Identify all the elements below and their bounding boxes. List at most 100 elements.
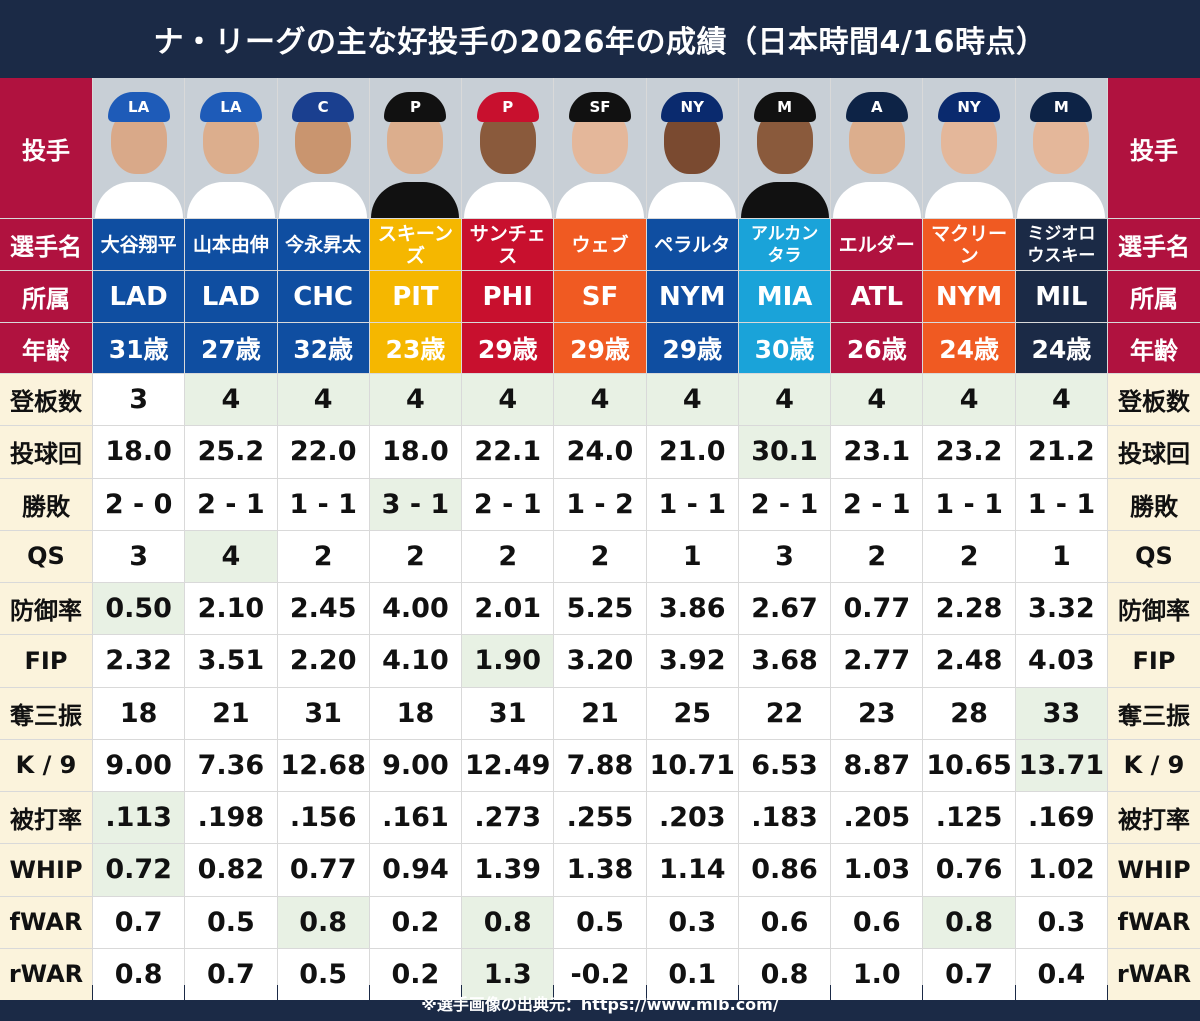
cap-icon: NY bbox=[938, 92, 1001, 122]
stat-value: 23.2 bbox=[923, 426, 1015, 478]
stat-value: 2 bbox=[923, 530, 1015, 582]
player-age: 29歳 bbox=[462, 323, 554, 373]
player-team: LAD bbox=[185, 271, 277, 322]
stat-value: 2 - 1 bbox=[738, 478, 831, 530]
stat-label: FIP bbox=[1108, 635, 1200, 687]
player-team: ATL bbox=[831, 271, 923, 322]
stat-value: 2 - 1 bbox=[185, 478, 277, 530]
player-team: LAD bbox=[93, 271, 185, 322]
stat-value: 3.86 bbox=[646, 583, 738, 635]
stat-value: 0.94 bbox=[369, 844, 462, 896]
player-photo: C bbox=[277, 78, 369, 218]
stat-value: 3.20 bbox=[554, 635, 646, 687]
stat-value: 3.92 bbox=[646, 635, 738, 687]
stat-value: 7.88 bbox=[554, 739, 646, 791]
stat-value: 2.20 bbox=[277, 635, 369, 687]
stat-value: 18.0 bbox=[369, 426, 462, 478]
stat-value: 12.49 bbox=[462, 739, 554, 791]
stat-value: 0.5 bbox=[554, 896, 646, 948]
stat-value: .161 bbox=[369, 792, 462, 844]
stat-value: 8.87 bbox=[831, 739, 923, 791]
player-team: NYM bbox=[923, 271, 1015, 322]
stat-value: 2.32 bbox=[93, 635, 185, 687]
player-photo: LA bbox=[185, 78, 277, 218]
stat-value: 1 bbox=[646, 530, 738, 582]
player-team: NYM bbox=[646, 271, 738, 322]
player-name: スキーンズ bbox=[369, 219, 462, 270]
page-title: ナ・リーグの主な好投手の2026年の成績（日本時間4/16時点） bbox=[153, 25, 1047, 60]
stat-value: 0.1 bbox=[646, 948, 738, 1000]
stat-value: 10.65 bbox=[923, 739, 1015, 791]
stat-value: 2 bbox=[369, 530, 462, 582]
stat-label: 奪三振 bbox=[1108, 687, 1200, 739]
stat-value: 1.03 bbox=[831, 844, 923, 896]
player-team: PIT bbox=[369, 271, 462, 322]
stat-value: 0.2 bbox=[369, 948, 462, 1000]
stat-value: 0.5 bbox=[277, 948, 369, 1000]
stat-value: 3 - 1 bbox=[369, 478, 462, 530]
cap-icon: SF bbox=[568, 92, 631, 122]
stat-value: 24.0 bbox=[554, 426, 646, 478]
player-age: 26歳 bbox=[831, 323, 923, 373]
stat-value: 21.0 bbox=[646, 426, 738, 478]
player-name: ペラルタ bbox=[646, 219, 738, 270]
stat-value: 23 bbox=[831, 687, 923, 739]
stat-value: 4 bbox=[646, 374, 738, 426]
player-team: MIL bbox=[1015, 271, 1107, 322]
jersey-shape bbox=[279, 182, 368, 218]
cap-icon: M bbox=[753, 92, 816, 122]
stat-value: 4 bbox=[1015, 374, 1107, 426]
player-photo: NY bbox=[646, 78, 738, 218]
stat-value: 2 bbox=[831, 530, 923, 582]
player-photo: P bbox=[369, 78, 462, 218]
player-age: 29歳 bbox=[646, 323, 738, 373]
stat-value: 2.48 bbox=[923, 635, 1015, 687]
stat-value: 1 - 1 bbox=[646, 478, 738, 530]
cap-icon: NY bbox=[661, 92, 724, 122]
stat-label: rWAR bbox=[1108, 948, 1200, 1000]
stat-label: 被打率 bbox=[1108, 792, 1200, 844]
row-label-team: 所属 bbox=[1108, 271, 1200, 322]
player-name: サンチェス bbox=[462, 219, 554, 270]
stat-value: 1 - 1 bbox=[277, 478, 369, 530]
stat-value: 2 bbox=[277, 530, 369, 582]
stat-value: 0.86 bbox=[738, 844, 831, 896]
stat-label: fWAR bbox=[0, 896, 92, 948]
player-age: 32歳 bbox=[277, 323, 369, 373]
player-photo: P bbox=[462, 78, 554, 218]
row-label-photo: 投手 bbox=[0, 78, 92, 218]
player-team: MIA bbox=[738, 271, 831, 322]
stat-value: 22.0 bbox=[277, 426, 369, 478]
stat-value: .113 bbox=[93, 792, 185, 844]
stat-value: .198 bbox=[185, 792, 277, 844]
stat-value: 2 bbox=[554, 530, 646, 582]
stat-value: 3 bbox=[738, 530, 831, 582]
stat-value: 22.1 bbox=[462, 426, 554, 478]
stat-value: 2.28 bbox=[923, 583, 1015, 635]
stat-value: 2.77 bbox=[831, 635, 923, 687]
player-photo: A bbox=[831, 78, 923, 218]
stat-value: 3.68 bbox=[738, 635, 831, 687]
stat-label: QS bbox=[0, 530, 92, 582]
stat-value: 1.14 bbox=[646, 844, 738, 896]
stat-value: .156 bbox=[277, 792, 369, 844]
player-name: 大谷翔平 bbox=[93, 219, 185, 270]
player-name: 今永昇太 bbox=[277, 219, 369, 270]
stat-value: 12.68 bbox=[277, 739, 369, 791]
stat-value: .125 bbox=[923, 792, 1015, 844]
stat-value: 0.7 bbox=[93, 896, 185, 948]
player-name: ウェブ bbox=[554, 219, 646, 270]
player-name: マクリーン bbox=[923, 219, 1015, 270]
jersey-shape bbox=[186, 182, 275, 218]
stat-label: WHIP bbox=[0, 844, 92, 896]
stat-value: 1.90 bbox=[462, 635, 554, 687]
stat-value: 18.0 bbox=[93, 426, 185, 478]
stat-value: 2.67 bbox=[738, 583, 831, 635]
stat-label: 勝敗 bbox=[0, 478, 92, 530]
cap-icon: P bbox=[384, 92, 447, 122]
stat-value: 0.72 bbox=[93, 844, 185, 896]
stat-value: 28 bbox=[923, 687, 1015, 739]
stat-value: 0.76 bbox=[923, 844, 1015, 896]
jersey-shape bbox=[925, 182, 1014, 218]
stat-value: 4 bbox=[277, 374, 369, 426]
